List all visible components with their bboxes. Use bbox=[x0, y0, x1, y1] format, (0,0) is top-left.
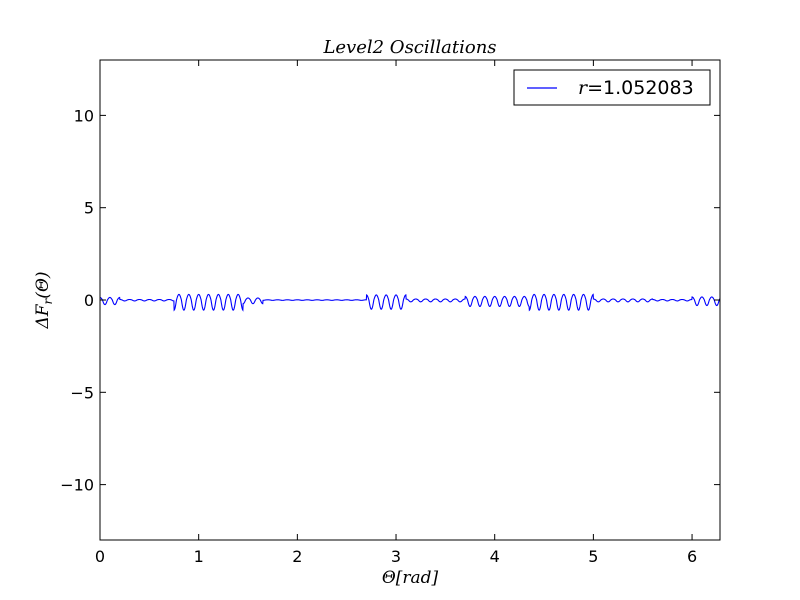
x-tick-label: 5 bbox=[588, 547, 598, 566]
x-tick-label: 3 bbox=[391, 547, 401, 566]
x-tick-label: 6 bbox=[687, 547, 697, 566]
series-line bbox=[99, 293, 721, 312]
y-tick-label: −10 bbox=[60, 476, 94, 495]
y-axis-label: ΔFr(Θ) bbox=[33, 271, 55, 329]
x-tick-label: 1 bbox=[194, 547, 204, 566]
y-axis-ticks: −10 −5 0 5 10 bbox=[60, 106, 720, 495]
y-tick-label: 0 bbox=[84, 291, 94, 310]
x-axis-ticks: 0 1 2 3 4 5 6 bbox=[95, 60, 697, 566]
legend-entry-label: r=1.052083 bbox=[578, 77, 694, 99]
series-group bbox=[99, 293, 721, 312]
y-tick-label: 5 bbox=[84, 199, 94, 218]
legend: r=1.052083 bbox=[513, 69, 711, 106]
x-tick-label: 0 bbox=[95, 547, 105, 566]
x-axis-label: Θ[rad] bbox=[382, 568, 439, 588]
x-tick-label: 4 bbox=[490, 547, 500, 566]
y-tick-label: −5 bbox=[70, 383, 94, 402]
x-tick-label: 2 bbox=[292, 547, 302, 566]
chart-title: Level2 Oscillations bbox=[322, 37, 496, 58]
y-tick-label: 10 bbox=[74, 106, 94, 125]
plot-area bbox=[100, 60, 720, 540]
